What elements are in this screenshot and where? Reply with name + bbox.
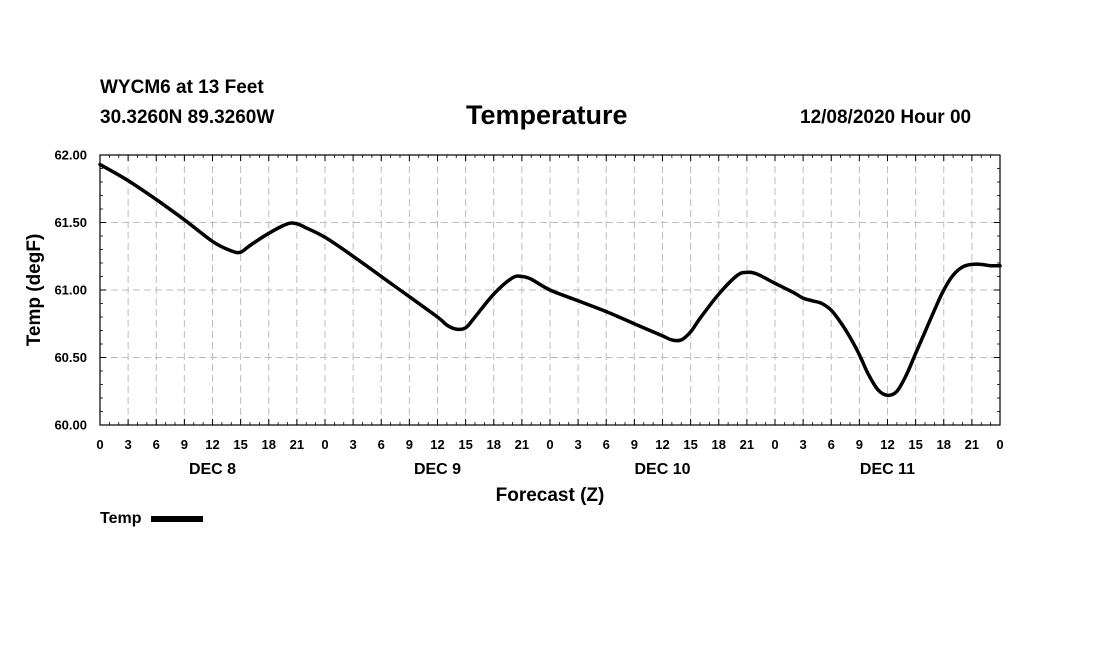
grid-lines <box>100 155 1000 425</box>
x-tick-label: 18 <box>712 437 726 452</box>
y-tick-label: 61.50 <box>54 215 87 230</box>
x-tick-labels: 0 3 6 9 12 15 18 21 0 3 6 9 12 15 18 21 0 3 6 9 12 15 18 21 0 3 6 9… <box>96 437 1003 452</box>
x-tick-label: 9 <box>856 437 863 452</box>
y-tick-label: 60.50 <box>54 350 87 365</box>
x-tick-label: 12 <box>655 437 669 452</box>
x-tick-label: 15 <box>683 437 697 452</box>
x-tick-label: 3 <box>350 437 357 452</box>
x-axis-label: Forecast (Z) <box>496 485 605 506</box>
x-tick-label: 6 <box>378 437 385 452</box>
y-tick-label: 62.00 <box>54 148 87 163</box>
day-label: DEC 10 <box>634 461 690 478</box>
temp-series-line <box>98 162 1002 398</box>
day-label: DEC 8 <box>189 461 236 478</box>
x-tick-label: 0 <box>546 437 553 452</box>
forecast-timestamp: 12/08/2020 Hour 00 <box>800 107 972 128</box>
y-tick-labels: 60.00 60.50 61.00 61.50 62.00 <box>54 148 87 433</box>
x-tick-label: 18 <box>487 437 501 452</box>
x-tick-label: 18 <box>262 437 276 452</box>
x-tick-label: 12 <box>880 437 894 452</box>
x-tick-label: 0 <box>996 437 1003 452</box>
x-tick-label: 6 <box>828 437 835 452</box>
y-tick-label: 61.00 <box>54 283 87 298</box>
legend: Temp <box>100 510 204 528</box>
x-tick-label: 15 <box>233 437 247 452</box>
x-tick-label: 0 <box>771 437 778 452</box>
x-tick-label: 12 <box>205 437 219 452</box>
legend-swatch <box>151 516 204 522</box>
x-tick-label: 15 <box>908 437 922 452</box>
x-tick-label: 9 <box>181 437 188 452</box>
x-tick-label: 6 <box>153 437 160 452</box>
day-labels: DEC 8 DEC 9 DEC 10 DEC 11 <box>189 461 915 478</box>
x-tick-label: 21 <box>290 437 304 452</box>
x-tick-label: 15 <box>458 437 472 452</box>
station-coordinates: 30.3260N 89.3260W <box>100 107 275 128</box>
plot-frame <box>99 154 1001 426</box>
x-tick-label: 3 <box>125 437 132 452</box>
x-tick-label: 21 <box>740 437 754 452</box>
x-tick-label: 9 <box>406 437 413 452</box>
y-tick-label: 60.00 <box>54 418 87 433</box>
x-tick-label: 12 <box>430 437 444 452</box>
station-label: WYCM6 at 13 Feet <box>100 77 264 98</box>
day-label: DEC 9 <box>414 461 461 478</box>
x-tick-label: 3 <box>800 437 807 452</box>
legend-label: Temp <box>100 510 142 527</box>
x-tick-label: 9 <box>631 437 638 452</box>
x-tick-label: 21 <box>965 437 979 452</box>
x-tick-label: 21 <box>515 437 529 452</box>
x-tick-label: 3 <box>575 437 582 452</box>
day-label: DEC 11 <box>860 461 915 478</box>
x-tick-label: 18 <box>937 437 951 452</box>
x-tick-label: 6 <box>603 437 610 452</box>
x-tick-label: 0 <box>96 437 103 452</box>
x-tick-label: 0 <box>321 437 328 452</box>
y-axis-label: Temp (degF) <box>24 234 45 347</box>
chart-title: Temperature <box>466 100 628 130</box>
